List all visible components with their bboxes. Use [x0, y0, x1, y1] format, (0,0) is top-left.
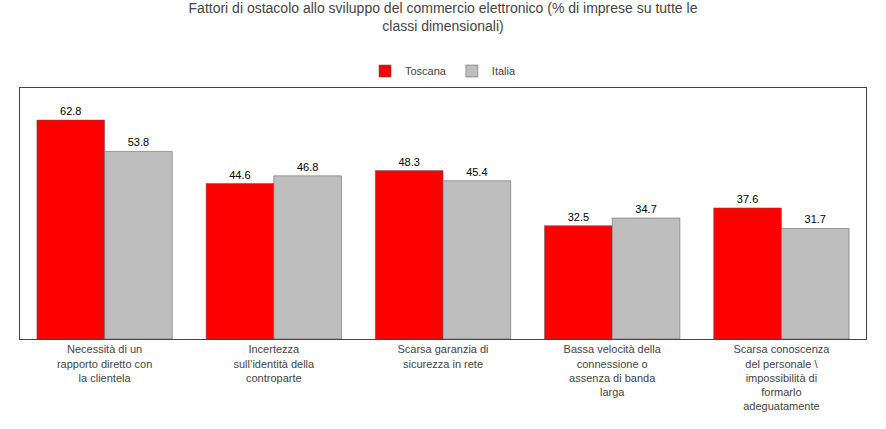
svg-text:Fattori di ostacolo allo svilu: Fattori di ostacolo allo sviluppo del co…	[189, 0, 698, 34]
svg-text:Italia: Italia	[492, 65, 516, 77]
svg-text:Incertezzasull’identità dellac: Incertezzasull’identità dellacontroparte	[233, 343, 315, 384]
svg-text:31.7: 31.7	[805, 213, 826, 225]
svg-text:44.6: 44.6	[229, 169, 250, 181]
svg-text:34.7: 34.7	[635, 203, 656, 215]
svg-text:48.3: 48.3	[398, 156, 419, 168]
svg-text:46.8: 46.8	[297, 161, 318, 173]
svg-text:32.5: 32.5	[568, 211, 589, 223]
svg-text:45.4: 45.4	[466, 166, 487, 178]
svg-text:Necessità di unrapporto dirett: Necessità di unrapporto diretto conla cl…	[57, 343, 152, 384]
svg-text:Scarsa garanzia disicurezza in: Scarsa garanzia disicurezza in rete	[397, 343, 488, 369]
svg-text:Scarsa conoscenzadel personale: Scarsa conoscenzadel personale \impossib…	[733, 343, 830, 412]
svg-text:Toscana: Toscana	[405, 65, 447, 77]
svg-text:Bassa velocità dellaconnession: Bassa velocità dellaconnessione oassenza…	[564, 343, 662, 398]
svg-text:53.8: 53.8	[128, 136, 149, 148]
svg-text:62.8: 62.8	[60, 105, 81, 117]
svg-text:37.6: 37.6	[737, 193, 758, 205]
